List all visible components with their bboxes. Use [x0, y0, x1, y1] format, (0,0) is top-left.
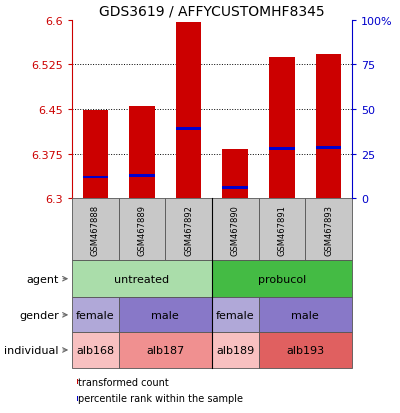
Bar	[77, 380, 78, 384]
Bar	[72, 298, 119, 332]
Bar	[82, 176, 108, 179]
Bar	[269, 57, 295, 199]
Bar	[176, 128, 202, 131]
Bar	[82, 111, 108, 199]
Text: agent: agent	[26, 274, 59, 284]
Bar	[129, 175, 155, 178]
Bar	[77, 396, 78, 401]
Text: GSM467888: GSM467888	[91, 204, 100, 255]
Bar	[119, 199, 165, 261]
Text: percentile rank within the sample: percentile rank within the sample	[78, 393, 243, 404]
Text: GSM467892: GSM467892	[184, 204, 193, 255]
Bar	[269, 147, 295, 151]
Bar	[212, 199, 259, 261]
Text: alb193: alb193	[286, 345, 324, 355]
Bar	[176, 23, 202, 199]
Text: GSM467891: GSM467891	[278, 204, 286, 255]
Text: female: female	[216, 310, 255, 320]
Text: alb187: alb187	[146, 345, 184, 355]
Text: untreated: untreated	[114, 274, 170, 284]
Bar	[259, 332, 352, 368]
Text: male: male	[152, 310, 179, 320]
Bar	[119, 298, 212, 332]
Text: male: male	[292, 310, 319, 320]
Bar	[165, 199, 212, 261]
Bar	[259, 298, 352, 332]
Bar	[72, 261, 212, 298]
Text: alb168: alb168	[76, 345, 114, 355]
Bar	[305, 199, 352, 261]
Text: gender: gender	[19, 310, 59, 320]
Text: GSM467889: GSM467889	[138, 204, 146, 255]
Text: probucol: probucol	[258, 274, 306, 284]
Text: transformed count: transformed count	[78, 377, 169, 387]
Text: female: female	[76, 310, 115, 320]
Bar	[316, 147, 342, 150]
Title: GDS3619 / AFFYCUSTOMHF8345: GDS3619 / AFFYCUSTOMHF8345	[99, 4, 325, 18]
Bar	[316, 55, 342, 199]
Bar	[212, 332, 259, 368]
Bar	[129, 107, 155, 199]
Bar	[212, 261, 352, 298]
Bar	[259, 199, 305, 261]
Bar	[222, 187, 248, 190]
Bar	[72, 199, 119, 261]
Bar	[212, 298, 259, 332]
Bar	[119, 332, 212, 368]
Text: alb189: alb189	[216, 345, 254, 355]
Text: GSM467890: GSM467890	[231, 204, 240, 255]
Bar	[222, 150, 248, 199]
Text: GSM467893: GSM467893	[324, 204, 333, 255]
Text: individual: individual	[4, 345, 59, 355]
Bar	[72, 332, 119, 368]
